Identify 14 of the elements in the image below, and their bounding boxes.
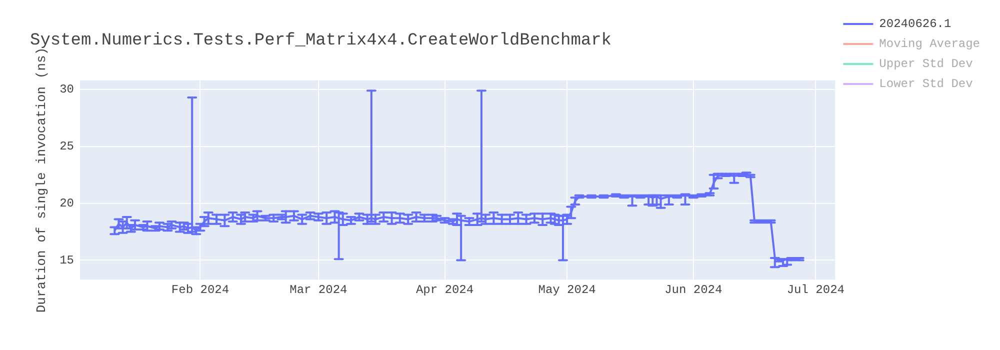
x-tick-label: May 2024 [538, 282, 596, 297]
x-tick-label: Jun 2024 [664, 282, 722, 297]
y-tick-label: 15 [60, 253, 74, 268]
legend-label: Lower Std Dev [879, 77, 973, 92]
y-tick-label: 25 [60, 140, 74, 154]
legend-label: Moving Average [879, 37, 980, 52]
x-tick-label: Apr 2024 [416, 282, 474, 297]
y-tick-label: 20 [60, 196, 74, 211]
x-tick-label: Mar 2024 [290, 282, 348, 297]
x-tick-label: Feb 2024 [171, 282, 230, 297]
legend-label: 20240626.1 [879, 17, 952, 32]
legend-label: Upper Std Dev [879, 57, 973, 72]
y-tick-label: 30 [60, 82, 74, 97]
x-tick-label: Jul 2024 [786, 282, 844, 297]
